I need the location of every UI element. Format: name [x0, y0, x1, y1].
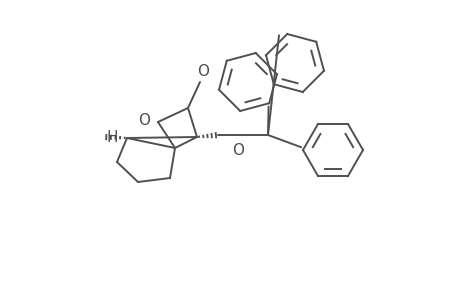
Text: O: O [138, 112, 150, 128]
Text: O: O [196, 64, 208, 79]
Text: O: O [231, 143, 243, 158]
Text: H: H [106, 130, 118, 145]
